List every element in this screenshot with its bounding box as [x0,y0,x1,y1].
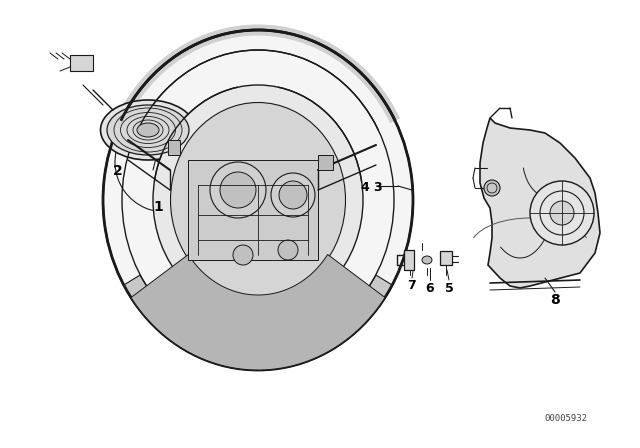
Ellipse shape [137,123,159,137]
Text: 2: 2 [113,164,123,178]
Polygon shape [440,251,452,265]
Ellipse shape [422,256,432,264]
Circle shape [220,172,256,208]
Ellipse shape [153,85,363,315]
Circle shape [550,201,574,225]
Text: 7: 7 [408,279,417,292]
Text: 6: 6 [426,281,435,294]
Circle shape [210,162,266,218]
Text: 4: 4 [360,181,369,194]
Text: 00005932: 00005932 [545,414,588,422]
Ellipse shape [103,30,413,370]
Text: 8: 8 [550,293,560,307]
Polygon shape [318,155,333,170]
Text: 5: 5 [445,281,453,294]
Text: 3: 3 [374,181,382,194]
Polygon shape [124,275,392,370]
Polygon shape [404,250,414,270]
Polygon shape [188,160,318,260]
Circle shape [530,181,594,245]
Circle shape [271,173,315,217]
Polygon shape [131,254,385,370]
Ellipse shape [107,105,189,155]
Ellipse shape [170,103,346,297]
Polygon shape [70,55,93,71]
Circle shape [278,240,298,260]
Circle shape [484,180,500,196]
Polygon shape [168,140,180,155]
Ellipse shape [100,100,195,160]
Polygon shape [480,118,600,288]
Text: 1: 1 [153,200,163,214]
Circle shape [233,245,253,265]
Circle shape [279,181,307,209]
